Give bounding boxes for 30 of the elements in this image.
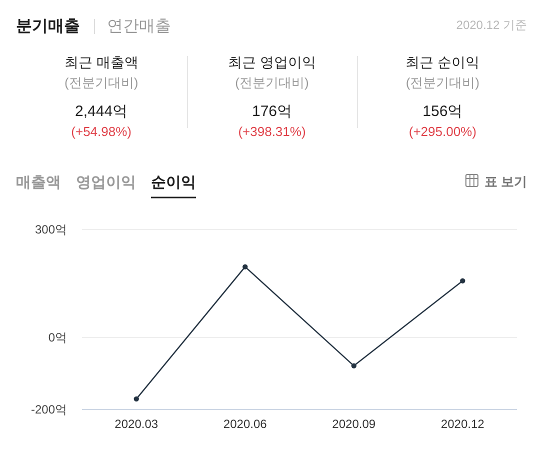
text: (+295.00%) bbox=[408, 124, 476, 139]
text: 2020.12 기준 bbox=[456, 18, 527, 32]
text: (전분기대비) bbox=[406, 75, 480, 90]
x-tick-label: 2020.03 bbox=[114, 417, 158, 431]
text: 176억 bbox=[252, 103, 292, 120]
text: (전분기대비) bbox=[235, 75, 309, 90]
point bbox=[351, 363, 356, 368]
y-tick-label: 300억 bbox=[34, 222, 67, 236]
text: 최근 순이익 bbox=[406, 54, 480, 70]
text: 영업이익 bbox=[76, 174, 136, 191]
text: 분기매출 bbox=[16, 18, 80, 35]
text: (전분기대비) bbox=[64, 75, 138, 90]
text: 표 보기 bbox=[484, 174, 527, 189]
text: 최근 매출액 bbox=[64, 54, 138, 70]
text: (+398.31%) bbox=[238, 124, 306, 139]
y-tick-label: 0억 bbox=[48, 330, 67, 344]
y-tick-label: -200억 bbox=[30, 402, 67, 416]
text: 매출액 bbox=[16, 174, 61, 191]
x-tick-label: 2020.09 bbox=[332, 417, 376, 431]
text: 연간매출 bbox=[107, 18, 171, 35]
chart-title: 순이익 bbox=[151, 174, 196, 191]
text: 2,444억 bbox=[75, 103, 128, 120]
point bbox=[460, 278, 466, 284]
point bbox=[242, 264, 248, 270]
point bbox=[134, 396, 139, 402]
text: (+54.98%) bbox=[71, 124, 132, 139]
text: 156억 bbox=[422, 103, 463, 120]
text: 최근 영업이익 bbox=[228, 54, 316, 70]
x-tick-label: 2020.12 bbox=[440, 417, 485, 431]
x-tick-label: 2020.06 bbox=[223, 417, 268, 431]
